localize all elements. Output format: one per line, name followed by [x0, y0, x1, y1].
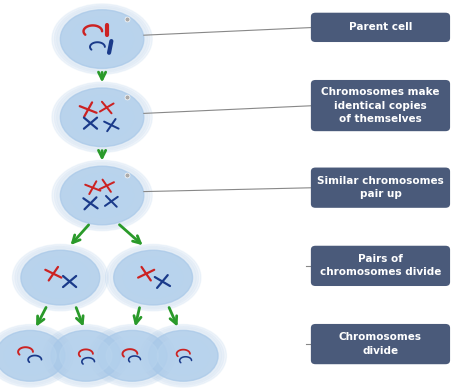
Ellipse shape: [54, 84, 150, 151]
Ellipse shape: [105, 244, 200, 311]
Ellipse shape: [97, 330, 167, 381]
FancyBboxPatch shape: [310, 167, 449, 208]
Ellipse shape: [54, 5, 150, 73]
Ellipse shape: [17, 248, 103, 308]
Ellipse shape: [0, 328, 69, 384]
Ellipse shape: [56, 7, 147, 71]
Ellipse shape: [60, 10, 144, 68]
Ellipse shape: [52, 160, 152, 231]
Ellipse shape: [140, 325, 226, 387]
Text: Parent cell: Parent cell: [348, 22, 411, 32]
Ellipse shape: [70, 174, 133, 217]
Ellipse shape: [60, 166, 144, 225]
Ellipse shape: [4, 337, 56, 375]
Ellipse shape: [52, 4, 152, 74]
Ellipse shape: [157, 337, 209, 375]
Ellipse shape: [45, 326, 126, 386]
Ellipse shape: [0, 325, 73, 387]
Ellipse shape: [70, 17, 133, 61]
Ellipse shape: [106, 337, 158, 375]
Text: Chromosomes
divide: Chromosomes divide: [338, 332, 421, 356]
Ellipse shape: [142, 326, 224, 386]
Ellipse shape: [31, 257, 90, 298]
Text: Similar chromosomes
pair up: Similar chromosomes pair up: [316, 176, 443, 199]
Ellipse shape: [144, 328, 221, 384]
Ellipse shape: [47, 328, 124, 384]
Ellipse shape: [56, 85, 147, 149]
Ellipse shape: [56, 163, 147, 228]
FancyBboxPatch shape: [310, 13, 449, 42]
Ellipse shape: [123, 257, 182, 298]
Ellipse shape: [15, 246, 106, 309]
Ellipse shape: [21, 250, 100, 305]
FancyBboxPatch shape: [310, 80, 449, 131]
FancyBboxPatch shape: [310, 246, 449, 286]
Ellipse shape: [113, 250, 192, 305]
Ellipse shape: [107, 246, 198, 309]
Ellipse shape: [54, 162, 150, 229]
Ellipse shape: [43, 325, 129, 387]
Ellipse shape: [91, 326, 173, 386]
Ellipse shape: [13, 244, 108, 311]
Ellipse shape: [70, 95, 133, 139]
Text: Pairs of
chromosomes divide: Pairs of chromosomes divide: [319, 254, 440, 278]
Ellipse shape: [94, 328, 170, 384]
Ellipse shape: [52, 82, 152, 152]
Ellipse shape: [60, 88, 144, 147]
FancyBboxPatch shape: [310, 324, 449, 364]
Ellipse shape: [51, 330, 120, 381]
Ellipse shape: [89, 325, 175, 387]
Ellipse shape: [0, 326, 71, 386]
Ellipse shape: [148, 330, 218, 381]
Text: Chromosomes make
identical copies
of themselves: Chromosomes make identical copies of the…: [320, 87, 439, 124]
Ellipse shape: [60, 337, 112, 375]
Ellipse shape: [0, 330, 65, 381]
Ellipse shape: [110, 248, 196, 308]
